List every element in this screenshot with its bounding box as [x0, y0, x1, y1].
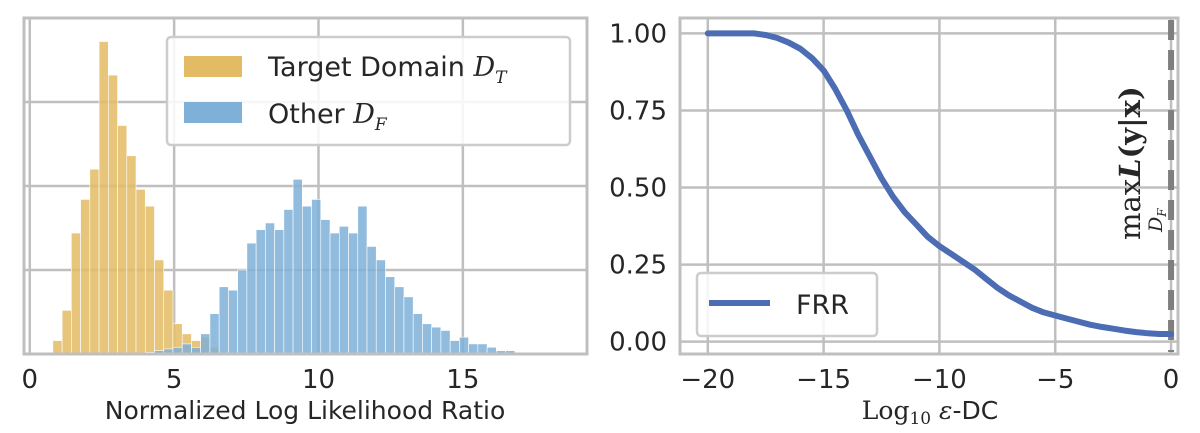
histogram-legend-box	[165, 35, 572, 147]
frr-panel: 0.00 0.25 0.50 0.75 1.00 −20 −15 −10 −5 0 Log10 …	[609, 16, 1180, 429]
target-histogram-bar	[108, 74, 118, 355]
line-legend-box	[695, 271, 879, 338]
line-x-ticks: −20 −15 −10 −5 0	[680, 365, 1179, 395]
legend-label-target: Target Domain DT	[267, 52, 508, 88]
other-histogram-bar	[468, 343, 479, 355]
other-histogram-bar	[218, 286, 229, 355]
other-histogram-bar	[348, 232, 359, 355]
line-y-tick-label: 0.50	[609, 174, 667, 204]
other-histogram-bar	[246, 242, 257, 355]
histogram-x-axis-label: Normalized Log Likelihood Ratio	[105, 396, 506, 425]
line-x-tick-label: 0	[1163, 365, 1180, 395]
other-histogram-bar	[459, 336, 469, 355]
target-histogram-bar	[117, 125, 128, 355]
other-histogram-bar	[431, 326, 442, 355]
other-histogram-bar	[412, 313, 423, 355]
legend-label-other: Other DF	[268, 99, 388, 135]
line-y-tick-label: 1.00	[609, 19, 667, 49]
histogram-x-tick-label: 0	[22, 365, 39, 395]
other-histogram-bar	[338, 226, 349, 355]
line-x-axis-label: Log10 ε-DC	[862, 396, 998, 429]
line-y-tick-label: 0.25	[609, 251, 667, 281]
other-histogram-bar	[209, 313, 220, 355]
other-histogram-bar	[357, 205, 368, 355]
other-histogram-bar	[440, 330, 451, 355]
other-histogram-bar	[200, 333, 211, 355]
legend-label-frr: FRR	[796, 290, 849, 321]
other-histogram-bar	[320, 219, 331, 355]
target-histogram-bar	[126, 155, 137, 355]
histogram-x-tick-label: 15	[446, 365, 479, 395]
other-histogram-bar	[237, 269, 248, 355]
histogram-x-tick-label: 5	[166, 365, 183, 395]
frr-line	[704, 30, 1175, 337]
other-histogram-bar	[375, 259, 386, 355]
other-histogram-bar	[403, 296, 414, 355]
other-histogram-bar	[228, 289, 238, 355]
other-histogram-bar	[283, 209, 294, 355]
target-histogram-bar	[52, 340, 63, 355]
histogram-x-ticks: 0 5 10 15	[22, 365, 480, 395]
other-histogram-bar	[477, 343, 488, 355]
histogram-x-tick-label: 10	[302, 365, 335, 395]
other-histogram-bar	[292, 178, 303, 355]
target-histogram-bar	[80, 199, 91, 355]
histogram-legend: Target Domain DT Other DF	[165, 35, 572, 147]
target-histogram-bar	[163, 289, 174, 355]
line-frame	[678, 16, 1180, 356]
line-x-tick-label: −15	[796, 365, 851, 395]
other-histogram-bar	[302, 205, 312, 355]
other-histogram-bar	[422, 323, 432, 355]
target-histogram-bar	[135, 189, 146, 355]
other-histogram-bar	[181, 343, 192, 355]
other-histogram-bar	[449, 340, 460, 355]
line-y-tick-label: 0.75	[609, 96, 667, 126]
line-y-ticks: 0.00 0.25 0.50 0.75 1.00	[609, 19, 667, 357]
other-histogram-bar	[366, 246, 377, 355]
other-histogram-bar	[394, 286, 405, 355]
other-histogram-bar	[255, 229, 266, 355]
line-legend: FRR	[695, 271, 879, 338]
max-likelihood-annotation: maxL(y|x) DF	[1113, 86, 1169, 240]
svg-text:maxL(y|x): maxL(y|x)	[1113, 86, 1147, 240]
svg-text:DF: DF	[1145, 208, 1169, 233]
other-histogram-bar	[311, 199, 322, 355]
histogram-frame	[22, 16, 589, 356]
line-y-tick-label: 0.00	[609, 328, 667, 358]
line-x-tick-label: −20	[680, 365, 735, 395]
target-histogram-bar	[89, 168, 100, 355]
legend-swatch-target	[184, 56, 242, 77]
target-histogram-bar	[144, 205, 155, 355]
target-histogram-bar	[61, 310, 72, 355]
line-x-tick-label: −5	[1036, 365, 1074, 395]
target-histogram-bar	[71, 232, 81, 355]
target-histogram-bar	[154, 259, 165, 355]
histogram-panel: 0 5 10 15 Normalized Log Likelihood Ratio T…	[22, 16, 589, 425]
other-histogram-bar	[329, 232, 340, 355]
other-histogram-bar	[385, 276, 396, 355]
other-histogram-bar	[265, 222, 275, 355]
legend-swatch-other	[184, 102, 242, 123]
line-x-tick-label: −10	[912, 365, 967, 395]
other-histogram-bar	[274, 229, 285, 355]
target-histogram-bar	[98, 41, 109, 355]
histogram-bars	[52, 41, 525, 355]
